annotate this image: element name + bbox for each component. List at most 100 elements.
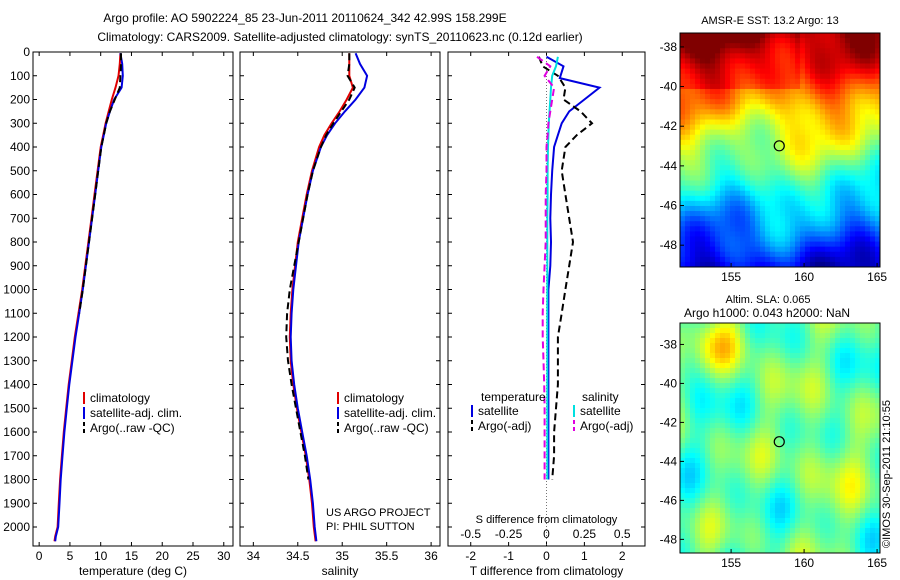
sla-map-cell	[685, 418, 691, 424]
sla-map-cell	[785, 483, 791, 489]
sla-map-cell	[840, 403, 846, 409]
sla-map-cell	[795, 413, 801, 419]
sst-map-cell	[700, 150, 706, 156]
sst-map-cell	[745, 43, 751, 49]
sst-map-cell	[725, 150, 731, 156]
sla-map-cell	[725, 493, 731, 499]
sst-map-cell	[685, 231, 691, 237]
sla-map-cell	[745, 328, 751, 334]
sst-map-cell	[715, 180, 721, 187]
sst-map-cell	[805, 165, 811, 171]
sst-map-cell	[770, 160, 776, 166]
sla-map-cell	[685, 338, 691, 344]
sst-map-cell	[855, 68, 861, 75]
sst-map-cell	[815, 175, 821, 181]
sst-map-cell	[860, 94, 866, 100]
sst-map-cell	[705, 109, 711, 115]
sst-map-cell	[805, 236, 811, 242]
sst-map-cell	[815, 144, 821, 151]
sst-map-cell	[750, 43, 756, 49]
sst-map-cell	[820, 195, 826, 202]
sla-map-cell	[835, 353, 841, 359]
sla-map-cell	[765, 538, 771, 544]
sst-map-cell	[750, 139, 756, 146]
sla-map-cell	[860, 353, 866, 359]
sst-map-cell	[765, 33, 771, 39]
sla-map-cell	[745, 408, 751, 414]
sla-map-cell	[835, 378, 841, 384]
sst-map-cell	[840, 94, 846, 100]
sla-map-cell	[815, 503, 821, 509]
sla-map-cell	[735, 468, 741, 474]
sla-map-cell	[825, 363, 831, 369]
sla-map-cell	[680, 378, 686, 384]
salinity-xtick-label: 34.5	[286, 549, 310, 563]
sst-map-cell	[755, 109, 761, 115]
sst-map-cell	[740, 185, 746, 192]
sla-map-cell	[860, 413, 866, 419]
sst-map-cell	[840, 134, 846, 141]
sst-map-cell	[810, 88, 816, 95]
sla-map-cell	[735, 363, 741, 369]
sst-map-cell	[855, 251, 861, 258]
sst-map-cell	[710, 78, 716, 85]
sla-map-cell	[805, 363, 811, 369]
sla-map-cell	[680, 483, 686, 489]
sla-map-cell	[865, 408, 871, 414]
sst-map-cell	[870, 155, 876, 161]
sla-map-cell	[845, 518, 851, 524]
sla-map-cell	[790, 538, 796, 544]
sst-map-cell	[845, 129, 851, 136]
sla-map-cell	[785, 333, 791, 339]
sla-map-cell	[775, 478, 781, 484]
sla-map-cell	[765, 423, 771, 429]
sla-map-cell	[790, 468, 796, 474]
sst-map-cell	[760, 114, 766, 120]
sla-map-cell	[800, 538, 806, 544]
sst-map-cell	[710, 119, 716, 125]
sla-map-cell	[800, 383, 806, 389]
sst-map-cell	[865, 150, 871, 156]
sst-map-cell	[740, 58, 746, 64]
sla-map-cell	[690, 378, 696, 384]
sst-map-cell	[695, 185, 701, 192]
sst-map-cell	[865, 83, 871, 90]
sst-map-cell	[840, 99, 846, 105]
sst-map-cell	[790, 119, 796, 125]
sla-map-cell	[765, 513, 771, 519]
sst-map-cell	[865, 221, 871, 227]
sst-map-cell	[865, 53, 871, 59]
sla-map-cell	[820, 323, 826, 329]
sst-map-cell	[680, 226, 686, 232]
sla-map-cell	[795, 358, 801, 364]
sla-map-cell	[760, 418, 766, 424]
sst-map-cell	[700, 68, 706, 75]
sla-map-cell	[840, 473, 846, 479]
sla-map-cell	[715, 388, 721, 394]
sla-map-cell	[685, 523, 691, 529]
sst-map-cell	[775, 211, 781, 217]
sst-map-cell	[780, 109, 786, 115]
sla-map-cell	[845, 473, 851, 479]
sst-map-cell	[815, 261, 821, 268]
sst-map-cell	[865, 261, 871, 268]
sla-map-cell	[865, 548, 871, 554]
sla-map-cell	[725, 518, 731, 524]
sla-map-cell	[830, 383, 836, 389]
sla-map-cell	[825, 343, 831, 349]
sst-map-cell	[720, 180, 726, 187]
sst-map-cell	[800, 114, 806, 120]
sst-map-cell	[785, 211, 791, 217]
sla-map-cell	[690, 448, 696, 454]
sst-map-cell	[780, 205, 786, 212]
sst-map-cell	[765, 43, 771, 49]
sla-map-cell	[710, 348, 716, 354]
sst-map-cell	[855, 63, 861, 70]
sla-map-cell	[775, 503, 781, 509]
sst-map-cell	[840, 43, 846, 49]
sst-map-cell	[740, 170, 746, 176]
sla-map-cell	[680, 363, 686, 369]
sst-map-cell	[855, 155, 861, 161]
sst-map-cell	[750, 109, 756, 115]
sst-map-cell	[680, 160, 686, 166]
